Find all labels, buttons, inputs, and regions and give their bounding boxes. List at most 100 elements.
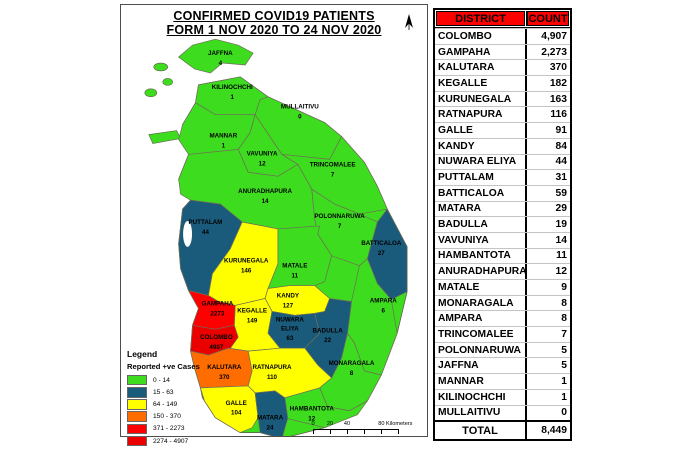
- table-row: KILINOCHCHI 1: [435, 388, 570, 405]
- legend-swatch: [127, 387, 147, 398]
- district-count-cell: 4,907: [525, 29, 570, 44]
- district-value: 0: [298, 114, 302, 121]
- district-count-cell: 370: [525, 60, 570, 76]
- table-row: JAFFNA 5: [435, 357, 570, 374]
- district-label: AMPARA: [370, 297, 397, 304]
- scale-tick-label: 0: [311, 421, 315, 427]
- district-kandy: [264, 285, 331, 316]
- district-value: 12: [308, 416, 315, 423]
- district-value: 7: [331, 171, 335, 178]
- district-label: ELIYA: [281, 325, 299, 332]
- map-title-line1: CONFIRMED COVID19 PATIENTS: [173, 9, 375, 23]
- district-name-cell: NUWARA ELIYA: [438, 156, 517, 168]
- district-count-cell: 84: [525, 138, 570, 154]
- legend-label: 150 - 370: [153, 413, 181, 421]
- legend-label: 64 - 149: [153, 400, 178, 408]
- district-name-cell: TRINCOMALEE: [438, 328, 514, 340]
- table-row: BADULLA 19: [435, 216, 570, 232]
- district-count-cell: 14: [525, 232, 570, 248]
- district-label: MULLAITIVU: [281, 104, 319, 111]
- district-label: COLOMBO: [200, 334, 233, 341]
- district-label: HAMBANTOTA: [290, 406, 335, 413]
- table-row: TRINCOMALEE 7: [435, 326, 570, 342]
- table-row: COLOMBO 4,907: [435, 28, 570, 44]
- district-count-cell: 0: [525, 405, 570, 421]
- district-count-cell: 182: [525, 76, 570, 91]
- district-value: 110: [267, 374, 278, 381]
- table-row: HAMBANTOTA 11: [435, 247, 570, 264]
- table-row: POLONNARUWA 5: [435, 341, 570, 358]
- district-count-cell: 5: [525, 342, 570, 358]
- total-label-cell: TOTAL: [462, 424, 498, 437]
- district-name-cell: PUTTALAM: [438, 172, 494, 184]
- district-name-cell: AMPARA: [438, 313, 483, 325]
- district-label: KANDY: [277, 292, 300, 299]
- district-value: 1: [222, 142, 226, 149]
- district-name-cell: MONARAGALA: [438, 297, 514, 309]
- scale-tick-label: 20: [326, 421, 334, 427]
- legend-swatch: [127, 399, 147, 410]
- district-name-cell: ANURADHAPURA: [438, 266, 525, 278]
- district-count-cell: 91: [525, 123, 570, 138]
- legend-label: 0 - 14: [153, 376, 170, 384]
- district-count-cell: 44: [525, 154, 570, 170]
- district-value: 24: [267, 425, 274, 432]
- district-name-cell: JAFFNA: [438, 360, 479, 372]
- district-name-cell: BATTICALOA: [438, 187, 505, 199]
- district-value: 4: [219, 60, 223, 67]
- scale-end-label: 80 Kilometers: [378, 421, 413, 427]
- district-label: MATARA: [257, 415, 284, 422]
- district-label: KALUTARA: [207, 364, 242, 371]
- islet: [148, 130, 182, 144]
- islet: [162, 78, 173, 86]
- table-row: BATTICALOA 59: [435, 184, 570, 201]
- table-row: MATARA 29: [435, 200, 570, 217]
- district-name-cell: KANDY: [438, 140, 475, 152]
- district-label: TRINCOMALEE: [310, 161, 356, 168]
- table-row: AMPARA 8: [435, 310, 570, 327]
- table-row: KANDY 84: [435, 137, 570, 154]
- table-row: VAVUNIYA 14: [435, 231, 570, 248]
- district-name-cell: MATALE: [438, 281, 480, 293]
- table-row: ANURADHAPURA 12: [435, 263, 570, 279]
- district-name-cell: GALLE: [438, 124, 473, 136]
- table-row: RATNAPURA 116: [435, 106, 570, 123]
- map-title-line2: FORM 1 NOV 2020 TO 24 NOV 2020: [166, 23, 382, 37]
- district-value: 63: [286, 335, 293, 342]
- district-label: KILINOCHCHI: [212, 84, 253, 91]
- table-row: KALUTARA 370: [435, 59, 570, 76]
- district-value: 2273: [210, 310, 224, 317]
- district-value: 104: [231, 410, 242, 417]
- district-count-cell: 19: [525, 217, 570, 232]
- district-value: 146: [241, 268, 252, 275]
- district-value: 7: [338, 223, 342, 230]
- total-value-cell: 8,449: [525, 422, 570, 440]
- district-label: NUWARA: [276, 316, 305, 323]
- district-name-cell: RATNAPURA: [438, 109, 503, 121]
- district-label: POLONNARUWA: [314, 213, 365, 220]
- legend-label: 371 - 2273: [153, 425, 185, 433]
- district-galle: [200, 385, 259, 434]
- district-name-cell: KILINOCHCHI: [438, 391, 506, 403]
- legend-label: 2274 - 4907: [153, 437, 189, 445]
- district-value: 14: [262, 198, 269, 205]
- district-name-cell: GAMPAHA: [438, 46, 491, 58]
- district-count-cell: 29: [525, 201, 570, 217]
- district-name-cell: MATARA: [438, 203, 482, 215]
- district-value: 1: [231, 94, 235, 101]
- table-header-district: DISTRICT: [436, 11, 525, 26]
- district-count-cell: 31: [525, 170, 570, 185]
- north-arrow-icon: [405, 14, 413, 30]
- district-label: GALLE: [226, 400, 247, 407]
- table-row: MATALE 9: [435, 279, 570, 295]
- district-count-cell: 1: [525, 374, 570, 389]
- district-label: VAVUNIYA: [247, 150, 278, 157]
- district-value: 149: [247, 317, 258, 324]
- legend-swatch: [127, 411, 147, 422]
- district-name-cell: KALUTARA: [438, 62, 495, 74]
- lagoon: [183, 220, 193, 247]
- legend-title: Legend: [127, 349, 158, 359]
- district-count-cell: 12: [525, 264, 570, 279]
- district-label: GAMPAHA: [201, 300, 233, 307]
- district-matara: [254, 390, 289, 436]
